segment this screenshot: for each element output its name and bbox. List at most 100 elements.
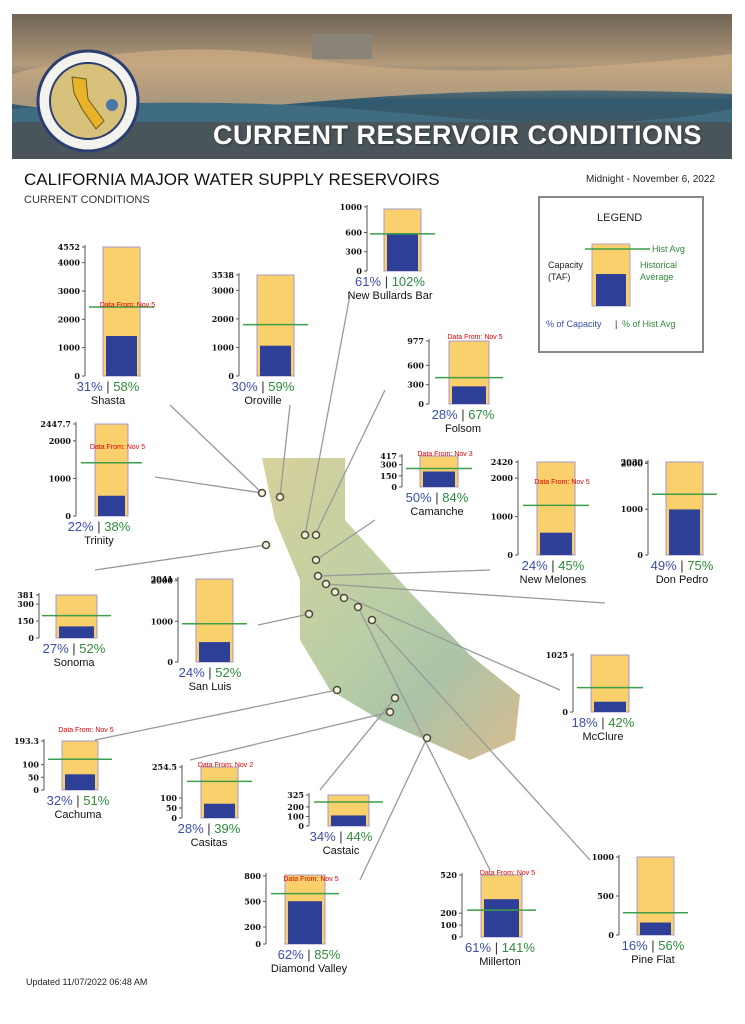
pct-capacity: 49% [651, 558, 677, 573]
y-tick-label: 520 [440, 870, 457, 880]
y-tick-label: 200 [244, 922, 261, 932]
y-tick-label: 0 [255, 939, 261, 949]
pct-capacity: 28% [178, 821, 204, 836]
pct-capacity: 24% [522, 558, 548, 573]
reservoir-name: New Melones [520, 574, 587, 586]
percent-label: 28% | 67% [432, 407, 495, 422]
california-shape [262, 458, 520, 760]
y-tick-label: 600 [345, 227, 362, 237]
y-tick-label: 1000 [58, 343, 81, 353]
y-tick-label: 100 [22, 760, 39, 770]
y-tick-label: 0 [33, 785, 39, 795]
y-tick-label: 2000 [49, 436, 72, 446]
y-tick-label: 0 [28, 633, 34, 643]
y-tick-label: 0 [228, 371, 234, 381]
reservoir-name: Folsom [445, 423, 481, 435]
page-title: CALIFORNIA MAJOR WATER SUPPLY RESERVOIRS [24, 170, 440, 189]
percent-label: 31% | 58% [77, 379, 140, 394]
y-tick-label: 0 [562, 707, 568, 717]
y-tick-label: 150 [17, 616, 34, 626]
y-tick-label: 2000 [621, 458, 644, 468]
y-tick-label: 2000 [212, 314, 235, 324]
data-from-note: Data From: Nov 5 [90, 444, 145, 451]
y-tick-label: 325 [287, 790, 304, 800]
y-tick-label: 2030 [621, 457, 644, 467]
data-from-note: Data From: Nov 5 [100, 302, 155, 309]
updated-timestamp: Updated 11/07/2022 06:48 AM [26, 977, 148, 987]
percent-label: 22% | 38% [68, 519, 131, 534]
y-tick-label: 2447.7 [40, 419, 71, 429]
percent-label: 16% | 56% [622, 938, 685, 953]
reservoir-markers [257, 488, 432, 743]
y-tick-label: 1000 [151, 616, 174, 626]
reservoir-name: San Luis [189, 681, 232, 693]
legend-separator: | [615, 319, 618, 329]
pct-hist-avg: 39% [214, 821, 240, 836]
percent-label: 49% | 75% [651, 558, 714, 573]
y-tick-label: 4000 [58, 258, 81, 268]
pct-hist-avg: 58% [113, 379, 139, 394]
reservoir-name: Diamond Valley [271, 963, 348, 975]
legend-average: Average [640, 272, 674, 282]
pct-hist-avg: 51% [83, 793, 109, 808]
y-tick-label: 300 [345, 247, 362, 257]
percent-label: 61% | 102% [355, 274, 425, 289]
pct-separator: | [69, 641, 80, 656]
storage-bar [484, 899, 519, 937]
y-tick-label: 0 [171, 813, 177, 823]
percent-label: 34% | 44% [310, 829, 373, 844]
pct-separator: | [458, 407, 469, 422]
y-tick-label: 0 [65, 511, 71, 521]
y-tick-label: 1000 [491, 512, 514, 522]
y-tick-label: 300 [380, 460, 397, 470]
y-tick-label: 381 [17, 590, 34, 600]
y-tick-label: 3538 [212, 270, 235, 280]
header-banner: CURRENT RESERVOIR CONDITIONS [12, 14, 732, 159]
pct-capacity: 22% [68, 519, 94, 534]
pct-separator: | [205, 665, 216, 680]
y-tick-label: 2000 [58, 314, 81, 324]
storage-bar [640, 922, 671, 935]
percent-label: 30% | 59% [232, 379, 295, 394]
data-from-note: Data From: Nov 5 [534, 479, 589, 486]
pct-separator: | [336, 829, 347, 844]
reservoir-name: McClure [583, 731, 624, 743]
data-from-note: Data From: Nov 5 [480, 870, 535, 877]
pct-capacity: 30% [232, 379, 258, 394]
storage-bar [669, 509, 700, 555]
pct-hist-avg: 44% [346, 829, 372, 844]
y-tick-label: 417 [380, 451, 397, 461]
storage-bar [423, 471, 455, 487]
y-tick-label: 50 [28, 772, 40, 782]
y-tick-label: 4552 [58, 242, 80, 252]
reservoir-name: Camanche [410, 506, 463, 518]
pct-separator: | [204, 821, 215, 836]
pct-hist-avg: 141% [502, 940, 536, 955]
reservoir-name: Oroville [244, 395, 281, 407]
data-date: Midnight - November 6, 2022 [586, 174, 715, 185]
legend-pct-capacity: % of Capacity [546, 319, 602, 329]
y-tick-label: 200 [287, 802, 304, 812]
pct-capacity: 34% [310, 829, 336, 844]
data-from-note: Data From: Nov 2 [198, 762, 253, 769]
pct-separator: | [94, 519, 105, 534]
reservoir-name: Castaic [323, 845, 360, 857]
legend-title: LEGEND [597, 212, 643, 224]
reservoir-name: Cachuma [54, 809, 102, 821]
y-tick-label: 2000 [151, 576, 174, 586]
y-tick-label: 1000 [592, 852, 615, 862]
y-tick-label: 100 [287, 811, 304, 821]
y-tick-label: 150 [380, 471, 397, 481]
percent-label: 28% | 39% [178, 821, 241, 836]
pct-separator: | [491, 940, 502, 955]
pct-capacity: 16% [622, 938, 648, 953]
data-from-note: Data From: Nov 3 [417, 451, 472, 458]
y-tick-label: 0 [507, 550, 513, 560]
y-tick-label: 0 [608, 930, 614, 940]
legend-graphic [585, 243, 650, 307]
leader-lines [94, 294, 606, 881]
pct-hist-avg: 42% [608, 715, 634, 730]
pct-hist-avg: 52% [79, 641, 105, 656]
y-tick-label: 1000 [49, 473, 72, 483]
